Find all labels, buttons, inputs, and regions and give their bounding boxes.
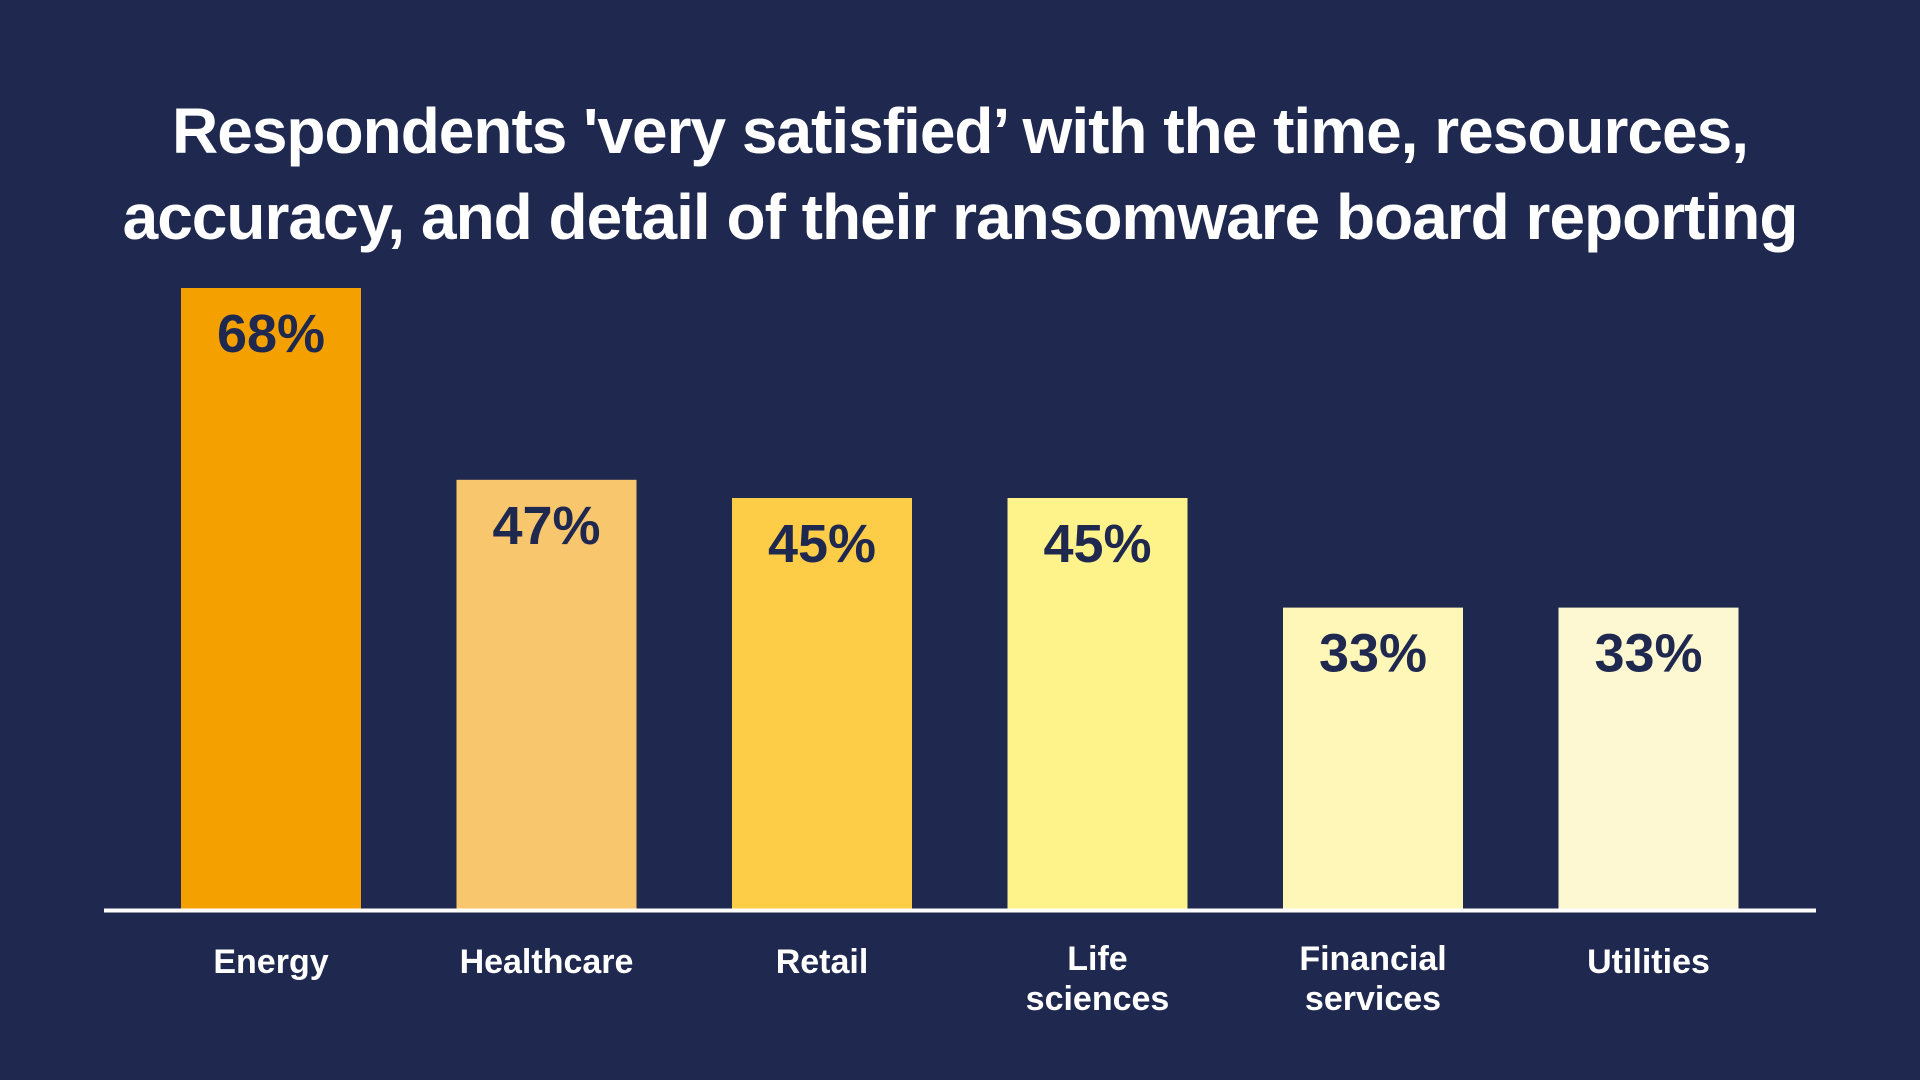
x-tick-label-line: Retail (776, 943, 869, 981)
bar-financial-services (1283, 607, 1463, 909)
data-label: 33% (1594, 624, 1702, 684)
data-label: 47% (492, 496, 600, 556)
bar-healthcare (456, 479, 637, 909)
bar-energy (181, 288, 361, 909)
chart-title-line-1: Respondents 'very satisfied’ with the ti… (172, 95, 1749, 167)
x-tick-label: Retail (776, 943, 869, 981)
data-label: 68% (217, 304, 325, 364)
x-tick-label-line: sciences (1026, 980, 1170, 1018)
x-tick-label-line: Life (1067, 940, 1127, 978)
x-tick-label: Financial services (1299, 940, 1446, 1018)
x-tick-label: Life sciences (1026, 940, 1170, 1018)
x-tick-label-line: Energy (213, 943, 328, 981)
x-tick-label: Energy (213, 943, 328, 981)
data-label: 45% (768, 514, 876, 574)
chart-title-line-2: accuracy, and detail of their ransomware… (122, 181, 1799, 253)
bar-utilities (1558, 607, 1739, 909)
x-tick-label: Utilities (1587, 943, 1710, 981)
bar-life-sciences (1007, 498, 1188, 909)
x-tick-label-line: Healthcare (460, 943, 634, 981)
x-tick-label-line: Utilities (1587, 943, 1710, 981)
bar-retail (732, 498, 912, 909)
x-tick-label: Healthcare (460, 943, 634, 981)
x-tick-label-line: Financial (1299, 940, 1446, 978)
chart-title: Respondents 'very satisfied’ with the ti… (0, 88, 1920, 260)
data-label: 45% (1043, 514, 1151, 574)
x-tick-label-line: services (1305, 980, 1441, 1018)
data-label: 33% (1319, 624, 1427, 684)
